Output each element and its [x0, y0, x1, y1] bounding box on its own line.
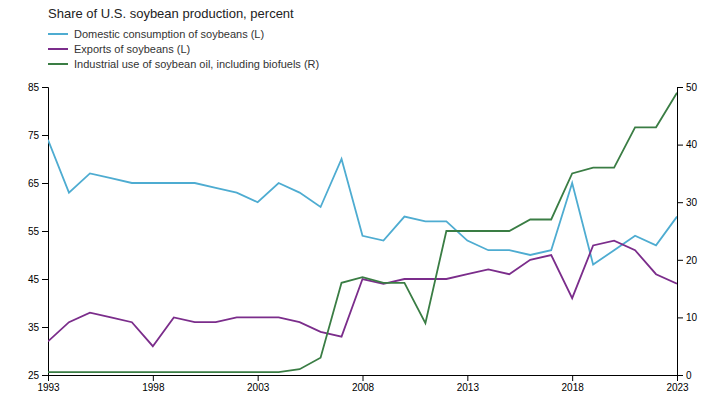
tick: 30 — [677, 197, 698, 208]
legend-label: Domestic consumption of soybeans (L) — [74, 28, 264, 40]
tick: 1993 — [37, 375, 60, 393]
y2-axis: 0 10 20 30 40 50 — [677, 82, 698, 381]
tick-label: 2003 — [247, 382, 270, 393]
tick: 50 — [677, 82, 698, 93]
tick: 2018 — [562, 375, 585, 393]
plot: 1993 1998 2003 2008 2013 2018 2023 25 35 45 55 65 75… — [28, 82, 698, 393]
tick-mark — [677, 260, 683, 261]
legend-item: Domestic consumption of soybeans (L) — [48, 28, 264, 40]
legend-label: Industrial use of soybean oil, including… — [74, 58, 319, 70]
tick-mark — [677, 145, 683, 146]
tick-mark — [677, 87, 683, 88]
tick: 75 — [28, 130, 48, 141]
tick-mark — [677, 375, 683, 376]
tick-mark — [677, 202, 683, 203]
tick-mark — [467, 375, 468, 381]
tick-label: 65 — [28, 178, 40, 189]
tick-label: 55 — [28, 226, 40, 237]
tick: 2003 — [247, 375, 270, 393]
tick-mark — [42, 135, 48, 136]
tick-mark — [153, 375, 154, 381]
tick-label: 2023 — [666, 382, 689, 393]
title: Share of U.S. soybean production, percen… — [48, 6, 294, 21]
axis-line — [42, 88, 49, 376]
legend-item: Exports of soybeans (L) — [48, 43, 190, 55]
line — [48, 140, 677, 265]
axis-line — [49, 376, 678, 382]
line — [48, 93, 677, 372]
tick-mark — [677, 317, 683, 318]
tick: 0 — [677, 370, 692, 381]
y-axis: 25 35 45 55 65 75 85 — [28, 82, 49, 381]
tick-label: 45 — [28, 274, 40, 285]
tick-label: 35 — [28, 322, 40, 333]
tick: 20 — [677, 255, 698, 266]
tick: 40 — [677, 139, 698, 150]
tick: 65 — [28, 178, 48, 189]
tick-mark — [572, 375, 573, 381]
tick-mark — [363, 375, 364, 381]
tick-label: 2008 — [352, 382, 375, 393]
tick-mark — [42, 231, 48, 232]
tick-label: 2018 — [562, 382, 585, 393]
tick-label: 50 — [686, 82, 698, 93]
tick: 2013 — [457, 375, 480, 393]
legend-swatch — [48, 48, 68, 50]
tick-label: 0 — [686, 370, 692, 381]
tick-mark — [42, 375, 48, 376]
tick-mark — [42, 327, 48, 328]
legend-swatch — [48, 33, 68, 35]
tick: 1998 — [142, 375, 165, 393]
tick-label: 30 — [686, 197, 698, 208]
tick-label: 1998 — [142, 382, 165, 393]
tick-mark — [42, 183, 48, 184]
tick: 55 — [28, 226, 48, 237]
tick-mark — [42, 279, 48, 280]
tick-label: 75 — [28, 130, 40, 141]
tick: 85 — [28, 82, 48, 93]
legend-swatch — [48, 63, 68, 65]
tick-mark — [42, 87, 48, 88]
chart: 1993 1998 2003 2008 2013 2018 2023 25 35 45 55 65 75… — [0, 0, 725, 405]
line — [48, 241, 677, 347]
tick: 45 — [28, 274, 48, 285]
tick-label: 1993 — [37, 382, 60, 393]
tick-label: 10 — [686, 312, 698, 323]
tick: 10 — [677, 312, 698, 323]
tick-label: 40 — [686, 139, 698, 150]
tick-label: 20 — [686, 255, 698, 266]
tick-label: 25 — [28, 370, 40, 381]
tick: 2008 — [352, 375, 375, 393]
tick: 35 — [28, 322, 48, 333]
legend-label: Exports of soybeans (L) — [74, 43, 190, 55]
tick: 25 — [28, 370, 48, 381]
tick-label: 2013 — [457, 382, 480, 393]
legend-item: Industrial use of soybean oil, including… — [48, 58, 319, 70]
legend: Domestic consumption of soybeans (L) Expo… — [48, 28, 319, 70]
series-group — [48, 93, 677, 372]
tick-label: 85 — [28, 82, 40, 93]
x-axis: 1993 1998 2003 2008 2013 2018 2023 — [37, 375, 689, 393]
axis-line — [678, 88, 684, 376]
tick-mark — [258, 375, 259, 381]
